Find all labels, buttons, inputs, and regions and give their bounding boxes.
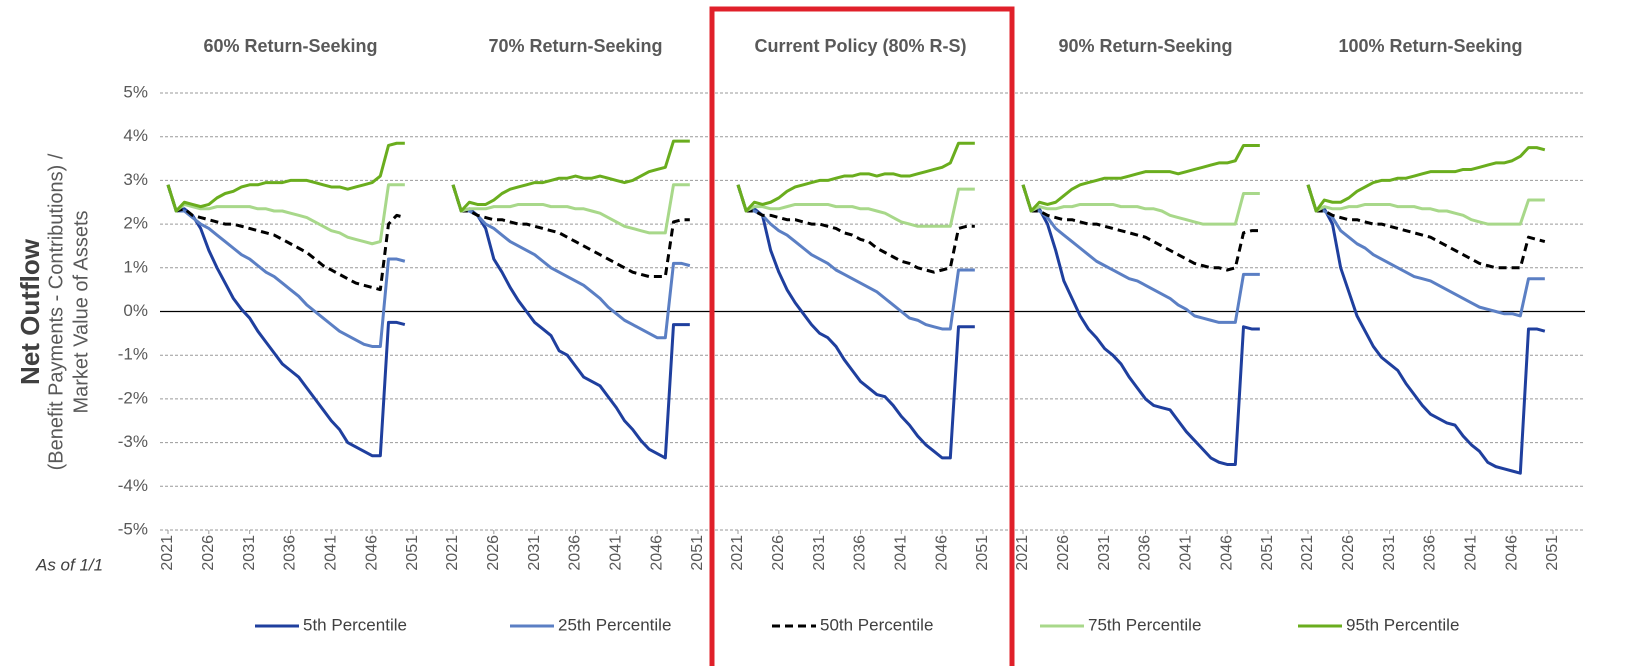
series-line bbox=[1306, 146, 1546, 213]
series-line bbox=[166, 141, 405, 213]
x-tick-label: 2026 bbox=[485, 535, 502, 571]
x-tick-label: 2021 bbox=[729, 535, 746, 571]
y-axis-title: Net Outflow bbox=[15, 238, 45, 385]
x-tick-label: 2021 bbox=[1014, 535, 1031, 571]
legend-label: 75th Percentile bbox=[1088, 615, 1201, 634]
x-tick-label: 2036 bbox=[1137, 535, 1154, 571]
y-tick-label: -4% bbox=[118, 476, 148, 495]
x-tick-label: 2051 bbox=[974, 535, 991, 571]
highlight-box bbox=[709, 6, 1015, 666]
series-line bbox=[1306, 184, 1546, 475]
series-line bbox=[1306, 184, 1545, 226]
series-line bbox=[736, 184, 975, 460]
x-tick-label: 2026 bbox=[770, 535, 787, 571]
y-tick-label: 1% bbox=[123, 257, 148, 276]
x-tick-label: 2051 bbox=[1259, 535, 1276, 571]
x-tick-label: 2046 bbox=[933, 535, 950, 571]
x-tick-label: 2036 bbox=[852, 535, 869, 571]
panel-title: 60% Return-Seeking bbox=[203, 36, 377, 56]
y-tick-label: 0% bbox=[123, 301, 148, 320]
series-line bbox=[166, 184, 406, 458]
series-line bbox=[1306, 184, 1545, 318]
series-line bbox=[1306, 184, 1546, 270]
y-tick-label: 2% bbox=[123, 214, 148, 233]
x-tick-label: 2026 bbox=[1340, 535, 1357, 571]
x-tick-label: 2046 bbox=[1503, 535, 1520, 571]
series-line bbox=[451, 184, 690, 460]
series-line bbox=[451, 183, 690, 235]
series-line bbox=[166, 184, 406, 292]
legend-label: 25th Percentile bbox=[558, 615, 671, 634]
series-line bbox=[1021, 184, 1260, 272]
legend-label: 50th Percentile bbox=[820, 615, 933, 634]
x-tick-label: 2046 bbox=[363, 535, 380, 571]
x-tick-label: 2046 bbox=[1218, 535, 1235, 571]
x-tick-label: 2041 bbox=[893, 535, 910, 571]
y-tick-label: 3% bbox=[123, 170, 148, 189]
series-line bbox=[736, 184, 975, 228]
y-tick-label: -5% bbox=[118, 519, 148, 538]
x-tick-label: 2031 bbox=[1096, 535, 1113, 571]
series-line bbox=[1021, 184, 1260, 324]
x-tick-label: 2036 bbox=[1422, 535, 1439, 571]
x-tick-label: 2026 bbox=[200, 535, 217, 571]
legend-label: 5th Percentile bbox=[303, 615, 407, 634]
note: As of 1/1 bbox=[35, 555, 103, 574]
x-tick-label: 2021 bbox=[444, 535, 461, 571]
x-tick-label: 2031 bbox=[811, 535, 828, 571]
x-tick-label: 2031 bbox=[1381, 535, 1398, 571]
panel-title: 90% Return-Seeking bbox=[1058, 36, 1232, 56]
x-tick-label: 2041 bbox=[608, 535, 625, 571]
series-line bbox=[451, 184, 690, 279]
x-tick-label: 2026 bbox=[1055, 535, 1072, 571]
y-tick-label: 5% bbox=[123, 82, 148, 101]
legend-label: 95th Percentile bbox=[1346, 615, 1459, 634]
x-tick-label: 2036 bbox=[282, 535, 299, 571]
series-line bbox=[736, 141, 975, 213]
y-tick-label: -3% bbox=[118, 432, 148, 451]
text-layer: Net Outflow (Benefit Payments - Contribu… bbox=[15, 36, 1561, 635]
x-tick-label: 2051 bbox=[689, 535, 706, 571]
panel-title: Current Policy (80% R-S) bbox=[754, 36, 966, 56]
x-tick-label: 2031 bbox=[526, 535, 543, 571]
x-tick-label: 2051 bbox=[1544, 535, 1561, 571]
panel-title: 100% Return-Seeking bbox=[1338, 36, 1522, 56]
y-axis-subtitle: Market Value of Assets bbox=[70, 210, 92, 413]
y-tick-label: -1% bbox=[118, 345, 148, 364]
line-layer bbox=[166, 139, 1546, 628]
y-axis-subtitle: (Benefit Payments - Contributions) / bbox=[45, 153, 67, 470]
x-tick-label: 2041 bbox=[1463, 535, 1480, 571]
x-tick-label: 2041 bbox=[323, 535, 340, 571]
series-line bbox=[451, 139, 690, 213]
x-tick-label: 2046 bbox=[648, 535, 665, 571]
panel-title: 70% Return-Seeking bbox=[488, 36, 662, 56]
x-tick-label: 2041 bbox=[1178, 535, 1195, 571]
x-tick-label: 2021 bbox=[1299, 535, 1316, 571]
y-tick-label: 4% bbox=[123, 126, 148, 145]
x-tick-label: 2036 bbox=[567, 535, 584, 571]
x-tick-label: 2051 bbox=[404, 535, 421, 571]
series-line bbox=[1021, 184, 1260, 466]
grid-layer bbox=[160, 92, 1585, 534]
series-line bbox=[166, 183, 405, 246]
y-tick-label: -2% bbox=[118, 388, 148, 407]
series-line bbox=[1021, 143, 1260, 213]
x-tick-label: 2031 bbox=[241, 535, 258, 571]
x-tick-label: 2021 bbox=[159, 535, 176, 571]
series-line bbox=[1021, 184, 1260, 226]
series-line bbox=[166, 184, 406, 348]
series-line bbox=[736, 184, 975, 331]
series-line bbox=[451, 184, 691, 340]
